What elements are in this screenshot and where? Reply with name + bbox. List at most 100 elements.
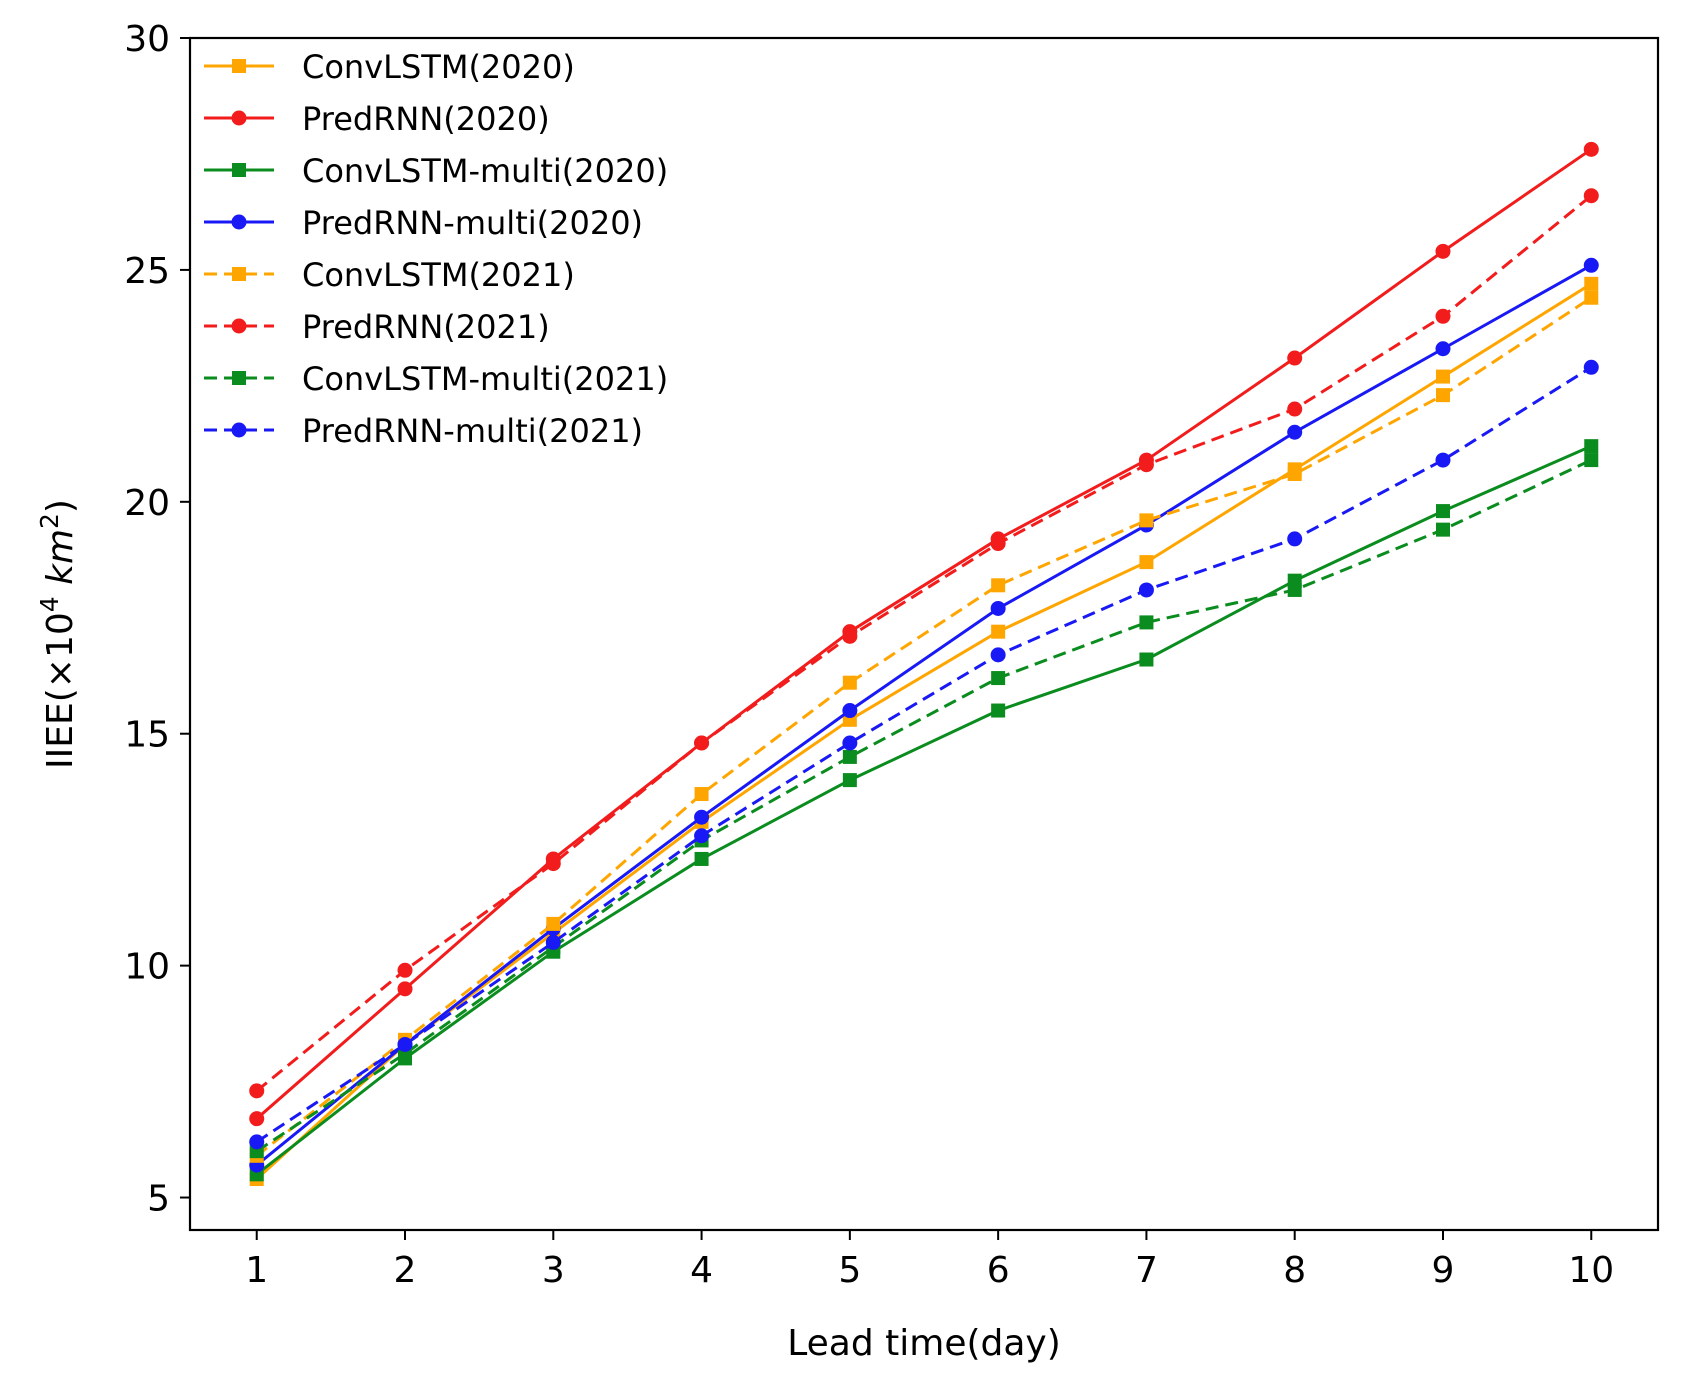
data-point [1435, 369, 1450, 384]
legend-item: ConvLSTM-multi(2021) [204, 360, 668, 398]
x-tick-label: 5 [838, 1250, 861, 1291]
data-point [990, 536, 1006, 552]
legend-label: ConvLSTM-multi(2020) [302, 152, 668, 190]
data-point [1138, 582, 1154, 598]
x-tick-label: 7 [1135, 1250, 1158, 1291]
data-point [1583, 257, 1599, 273]
data-point [249, 1134, 265, 1150]
data-point [397, 962, 413, 978]
series-line [255, 263, 1593, 1167]
y-axis-label-unit-exponent: 2 [35, 513, 64, 529]
data-point [1584, 453, 1599, 468]
data-point [1287, 466, 1302, 481]
data-point [990, 600, 1006, 616]
series-line [255, 282, 1593, 1181]
data-point [1435, 243, 1451, 259]
data-point [397, 1036, 413, 1052]
data-point [842, 628, 858, 644]
data-point [1583, 141, 1599, 157]
data-point [842, 675, 857, 690]
x-axis-label: Lead time(day) [787, 1323, 1061, 1364]
legend-label: PredRNN(2020) [302, 100, 550, 138]
data-point [842, 749, 857, 764]
data-point [1139, 513, 1154, 528]
data-point [842, 703, 858, 719]
series-line [255, 458, 1592, 1153]
legend-item: PredRNN-multi(2021) [204, 412, 643, 450]
legend: ConvLSTM(2020) PredRNN(2020) ConvLSTM-mult… [204, 48, 668, 450]
y-tick-label: 20 [124, 483, 170, 524]
data-point [694, 851, 709, 866]
y-axis-label-prefix: IIEE(×10 [40, 612, 81, 769]
y-tick-label: 5 [147, 1179, 170, 1220]
data-point [1287, 424, 1303, 440]
data-point [991, 671, 1006, 686]
legend-marker [231, 422, 247, 438]
legend-marker [231, 110, 247, 126]
y-axis-label-unit: km [40, 529, 81, 585]
data-point [249, 1111, 265, 1127]
y-tick-label: 15 [124, 715, 170, 756]
data-point [1287, 401, 1303, 417]
data-point [1138, 457, 1154, 473]
legend-item: PredRNN-multi(2020) [204, 204, 643, 242]
data-point [1287, 531, 1303, 547]
legend-marker [231, 214, 247, 230]
data-point [1435, 452, 1451, 468]
x-tick-label: 10 [1568, 1250, 1614, 1291]
data-point [1139, 615, 1154, 630]
legend-item: PredRNN(2021) [204, 308, 550, 346]
data-point [1584, 290, 1599, 305]
legend-label: PredRNN-multi(2020) [302, 204, 643, 242]
data-point [546, 916, 561, 931]
y-axis-label: IIEE(×104 km2) [35, 499, 82, 769]
data-point [991, 624, 1006, 639]
data-point [842, 735, 858, 751]
legend-label: ConvLSTM(2020) [302, 48, 575, 86]
data-point [694, 735, 710, 751]
legend-marker [232, 163, 246, 177]
x-tick-label: 3 [542, 1250, 565, 1291]
legend-item: ConvLSTM(2021) [204, 256, 575, 294]
series-8 [249, 359, 1599, 1150]
data-point [842, 773, 857, 788]
legend-label: PredRNN-multi(2021) [302, 412, 643, 450]
data-point [1287, 582, 1302, 597]
data-point [1584, 276, 1599, 291]
legend-marker [231, 318, 247, 334]
data-point [1435, 522, 1450, 537]
data-point [694, 787, 709, 802]
y-axis: 5 10 15 20 25 30 [124, 19, 190, 1220]
data-point [1583, 188, 1599, 204]
legend-marker [232, 59, 246, 73]
plot-frame [188, 36, 1660, 1232]
data-point [249, 1083, 265, 1099]
series-line [255, 296, 1593, 1157]
data-point [1435, 504, 1450, 519]
x-tick-label: 9 [1432, 1250, 1455, 1291]
series-line [255, 444, 1592, 1176]
legend-item: ConvLSTM(2020) [204, 48, 575, 86]
y-axis-label-exponent: 4 [35, 596, 64, 612]
legend-item: PredRNN(2020) [204, 100, 550, 138]
legend-marker [232, 267, 246, 281]
series-line [255, 366, 1593, 1144]
series-layer [249, 141, 1599, 1186]
legend-marker [232, 371, 246, 385]
data-point [545, 934, 561, 950]
y-tick-label: 25 [124, 251, 170, 292]
data-point [397, 981, 413, 997]
data-point [1584, 439, 1599, 454]
legend-item: ConvLSTM-multi(2020) [204, 152, 668, 190]
data-point [1435, 341, 1451, 357]
legend-label: PredRNN(2021) [302, 308, 550, 346]
data-point [1435, 308, 1451, 324]
legend-label: ConvLSTM(2021) [302, 256, 575, 294]
series-line [255, 148, 1593, 1120]
data-point [545, 856, 561, 872]
data-point [1435, 388, 1450, 403]
data-point [1139, 652, 1154, 667]
x-tick-label: 2 [394, 1250, 417, 1291]
data-point [694, 809, 710, 825]
